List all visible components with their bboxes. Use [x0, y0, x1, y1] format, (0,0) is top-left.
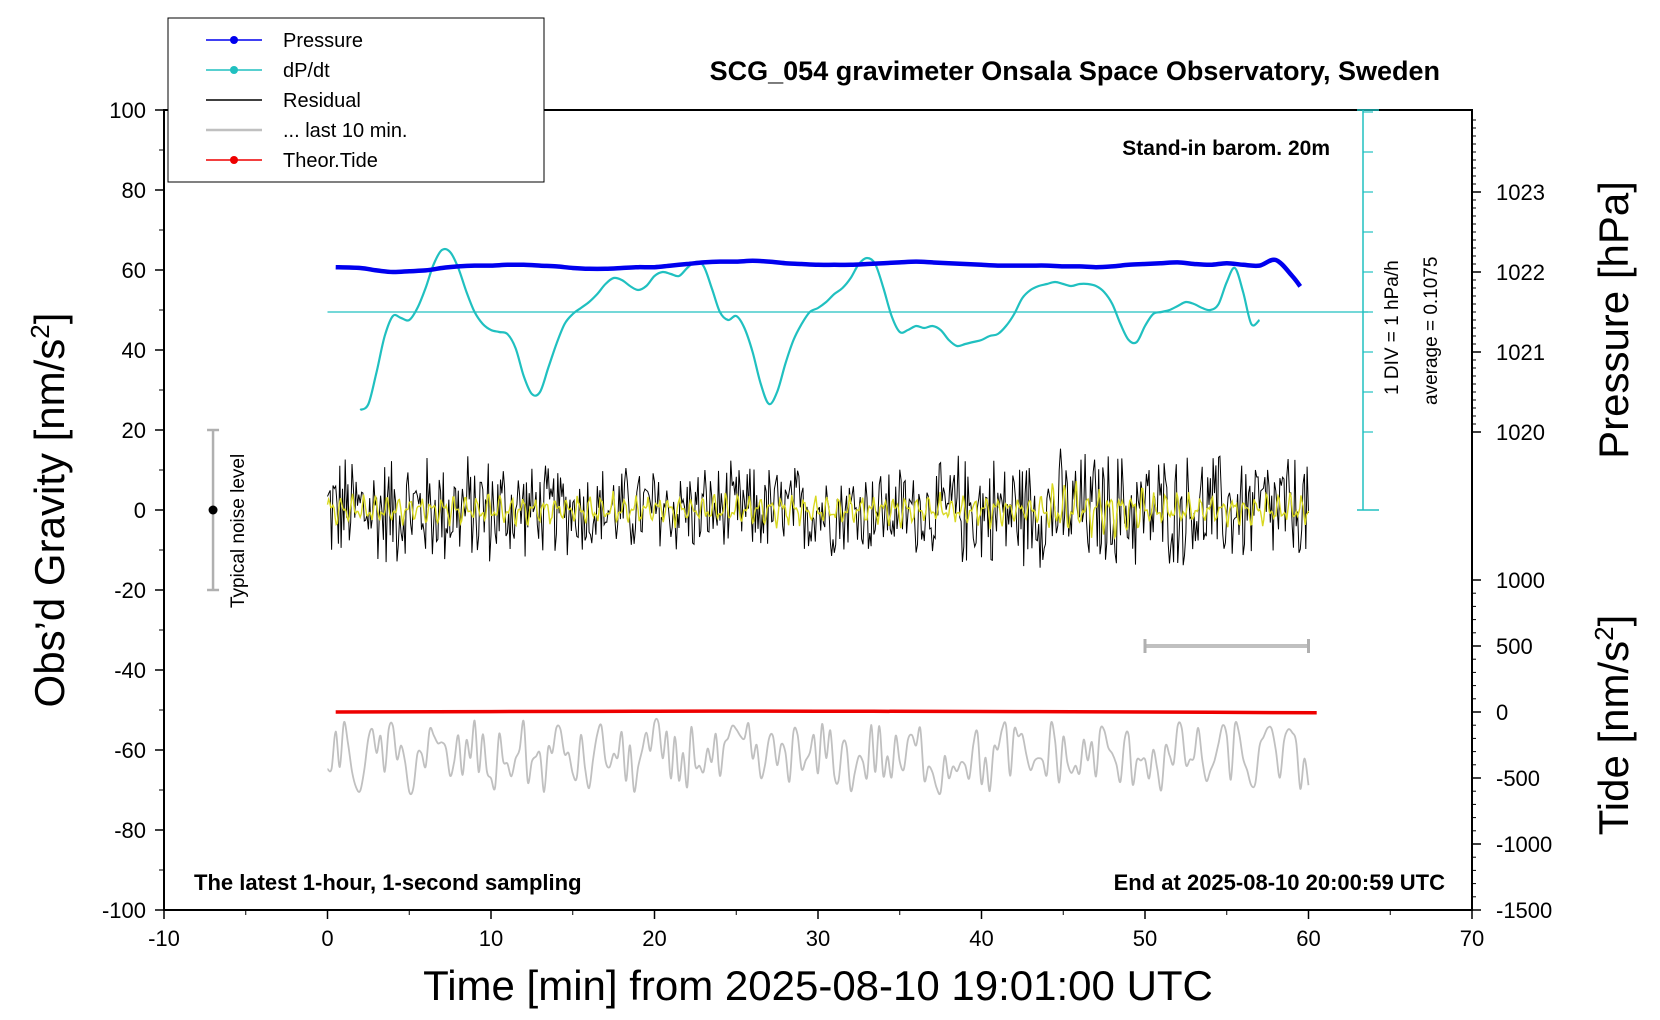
x-axis-title: Time [min] from 2025-08-10 19:01:00 UTC — [423, 962, 1213, 1009]
y-tick-label: -20 — [114, 578, 146, 603]
x-tick-label: 20 — [642, 926, 666, 951]
y-tick-label: 20 — [122, 418, 146, 443]
dpdt-line — [359, 247, 1261, 412]
chart-title: SCG_054 gravimeter Onsala Space Observat… — [710, 56, 1440, 86]
legend-box — [167, 17, 545, 183]
average-label: average = 0.1075 — [1421, 257, 1442, 405]
legend-entry: ... last 10 min. — [206, 120, 408, 142]
legend-label: Theor.Tide — [283, 150, 378, 172]
y-tick-label: -100 — [102, 898, 146, 923]
dpdt-scale-axis — [327, 109, 1379, 511]
legend: Pressure dP/dt Residual ... last 10 min. The… — [167, 17, 545, 183]
legend-label: Residual — [283, 90, 361, 112]
tide-tick-label: -1500 — [1496, 898, 1552, 923]
legend-entry: Residual — [206, 90, 361, 112]
y-tick-label: 100 — [109, 98, 146, 123]
noise-bar-center-dot — [208, 505, 218, 515]
residual-smoothed-line — [326, 480, 1310, 541]
y-axis-title-left-close: ] — [26, 313, 73, 325]
pressure-line — [335, 257, 1303, 288]
legend-entry: dP/dt — [206, 60, 330, 82]
tide-tick-label: 500 — [1496, 634, 1533, 659]
legend-label: Pressure — [283, 30, 363, 52]
legend-entry: Theor.Tide — [206, 150, 378, 172]
y-axis-title-pressure: Pressure [hPa] — [1590, 181, 1637, 459]
last-10-min-bar — [1143, 639, 1310, 653]
x-tick-label: 30 — [806, 926, 830, 951]
y-axis-title-tide-text: Tide [nm/s — [1590, 641, 1637, 836]
y-tick-labels: 100 80 60 40 20 0 -20 -40 -60 -80 -100 — [102, 98, 146, 923]
stand-in-barometer-note: Stand-in barom. 20m — [1122, 137, 1330, 160]
y-tick-label: 80 — [122, 178, 146, 203]
legend-marker — [230, 66, 238, 74]
x-tick-label: 70 — [1460, 926, 1484, 951]
x-tick-label: 60 — [1296, 926, 1320, 951]
y-tick-label: -80 — [114, 818, 146, 843]
x-tick-label: -10 — [148, 926, 180, 951]
last-10-min-line — [326, 717, 1310, 796]
x-tick-label: 40 — [969, 926, 993, 951]
pressure-tick-labels: 1023 1022 1021 1020 — [1496, 180, 1545, 445]
tide-tick-label: 1000 — [1496, 568, 1545, 593]
x-tick-label: 0 — [321, 926, 333, 951]
residual-smoothed-series — [326, 480, 1310, 541]
y-axis-title-tide-close: ] — [1590, 615, 1637, 627]
y-tick-label: 0 — [134, 498, 146, 523]
legend-marker — [230, 36, 238, 44]
x-tick-labels: -10 0 10 20 30 40 50 60 70 — [148, 926, 1484, 951]
axis-ticks — [155, 109, 1481, 919]
y-tick-label: 40 — [122, 338, 146, 363]
pressure-tick-label: 1022 — [1496, 260, 1545, 285]
pressure-series — [335, 257, 1303, 288]
tide-tick-label: 0 — [1496, 700, 1508, 725]
y-axis-title-left: Obs’d Gravity [nm/s2] — [25, 313, 73, 708]
tide-tick-label: -500 — [1496, 766, 1540, 791]
legend-marker — [230, 156, 238, 164]
y-axis-title-tide-sup: 2 — [1589, 626, 1619, 640]
pressure-tick-label: 1021 — [1496, 340, 1545, 365]
dpdt-series — [359, 247, 1261, 412]
pressure-tick-label: 1020 — [1496, 420, 1545, 445]
y-tick-label: -40 — [114, 658, 146, 683]
end-time-note: End at 2025-08-10 20:00:59 UTC — [1114, 870, 1445, 895]
noise-level-label: Typical noise level — [228, 454, 249, 608]
y-tick-label: -60 — [114, 738, 146, 763]
tide-tick-labels: 1000 500 0 -500 -1000 -1500 — [1496, 568, 1552, 923]
legend-label: dP/dt — [283, 60, 330, 82]
tide-line — [335, 709, 1317, 715]
tide-tick-label: -1000 — [1496, 832, 1552, 857]
legend-entries: Pressure dP/dt Residual ... last 10 min. The… — [206, 30, 408, 172]
x-tick-label: 10 — [479, 926, 503, 951]
legend-label: ... last 10 min. — [283, 120, 408, 142]
x-tick-label: 50 — [1133, 926, 1157, 951]
div-scale-label: 1 DIV = 1 hPa/h — [1382, 260, 1403, 395]
legend-entry: Pressure — [206, 30, 363, 52]
y-axis-title-left-sup: 2 — [25, 324, 55, 338]
theoretical-tide-series — [335, 709, 1317, 715]
y-tick-label: 60 — [122, 258, 146, 283]
last-10-min-series — [326, 717, 1310, 796]
noise-level-bar — [207, 428, 220, 592]
sampling-note: The latest 1-hour, 1-second sampling — [194, 870, 582, 895]
y-axis-title-left-text: Obs’d Gravity [nm/s — [26, 339, 73, 708]
y-axis-title-tide: Tide [nm/s2] — [1589, 615, 1637, 836]
pressure-tick-label: 1023 — [1496, 180, 1545, 205]
